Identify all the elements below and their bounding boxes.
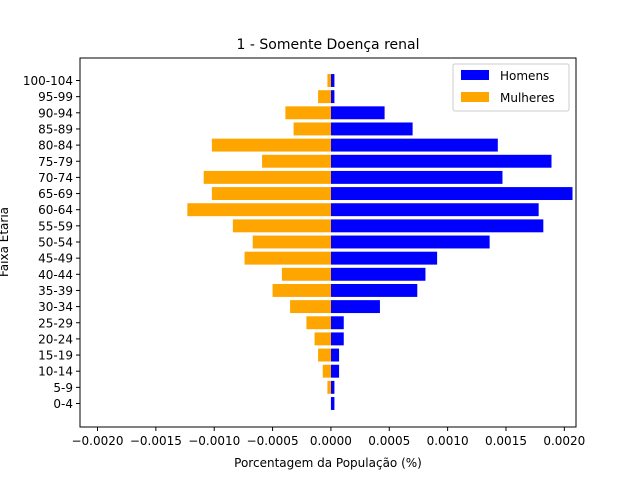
bar-mulheres-85-89 — [293, 122, 331, 136]
y-tick-label: 100-104 — [23, 74, 73, 88]
y-tick-label: 40-44 — [38, 268, 73, 282]
y-tick-label: 5-9 — [53, 381, 73, 395]
legend-swatch-homens — [461, 70, 489, 80]
y-tick-label: 85-89 — [38, 122, 73, 136]
x-axis: −0.0020 −0.0015 −0.0010 −0.0005 0.0000 0.0005… — [71, 427, 585, 448]
bar-homens-25-29 — [330, 316, 344, 330]
bar-mulheres-40-44 — [281, 267, 331, 281]
bar-mulheres-15-19 — [318, 348, 331, 362]
bar-homens-5-9 — [330, 380, 335, 394]
bar-homens-85-89 — [330, 122, 413, 136]
bar-mulheres-25-29 — [306, 316, 331, 330]
y-tick-label: 30-34 — [38, 300, 73, 314]
y-tick-label: 50-54 — [38, 236, 73, 250]
bar-homens-45-49 — [330, 251, 438, 265]
bar-homens-35-39 — [330, 283, 418, 297]
x-axis-label: Porcentagem da População (%) — [234, 456, 422, 470]
bar-homens-65-69 — [330, 187, 573, 201]
bar-mulheres-60-64 — [187, 203, 331, 217]
y-tick-label: 0-4 — [53, 397, 73, 411]
bar-homens-75-79 — [330, 154, 552, 168]
legend: Homens Mulheres — [452, 63, 570, 112]
y-tick-label: 75-79 — [38, 155, 73, 169]
bars-layer — [187, 74, 573, 410]
y-tick-label: 45-49 — [38, 252, 73, 266]
y-axis: 0-4 5-9 10-14 15-19 20-24 25-29 30-34 35-39 40-4… — [23, 74, 80, 411]
bar-mulheres-35-39 — [272, 283, 331, 297]
bar-homens-60-64 — [330, 203, 539, 217]
x-tick-label: −0.0020 — [71, 434, 123, 448]
x-tick-label: 0.0020 — [543, 434, 585, 448]
x-tick-label: 0.0000 — [310, 434, 352, 448]
y-tick-label: 35-39 — [38, 284, 73, 298]
bar-homens-15-19 — [330, 348, 340, 362]
bar-homens-20-24 — [330, 332, 344, 346]
x-tick-label: −0.0010 — [188, 434, 240, 448]
bar-homens-55-59 — [330, 219, 544, 233]
bar-homens-40-44 — [330, 267, 426, 281]
y-tick-label: 20-24 — [38, 332, 73, 346]
y-tick-label: 70-74 — [38, 171, 73, 185]
bar-mulheres-50-54 — [252, 235, 331, 249]
x-tick-label: −0.0005 — [247, 434, 299, 448]
y-tick-label: 80-84 — [38, 139, 73, 153]
bar-homens-10-14 — [330, 364, 340, 378]
bar-mulheres-5-9 — [327, 380, 331, 394]
y-tick-label: 55-59 — [38, 219, 73, 233]
bar-homens-0-4 — [330, 397, 335, 410]
y-tick-label: 10-14 — [38, 365, 73, 379]
bar-mulheres-45-49 — [244, 251, 331, 265]
y-tick-label: 25-29 — [38, 316, 73, 330]
bar-mulheres-90-94 — [285, 106, 331, 120]
y-tick-label: 95-99 — [38, 90, 73, 104]
bar-homens-80-84 — [330, 138, 498, 152]
bar-homens-30-34 — [330, 300, 380, 314]
x-tick-label: −0.0015 — [130, 434, 182, 448]
bar-mulheres-20-24 — [314, 332, 331, 346]
x-tick-label: 0.0015 — [485, 434, 527, 448]
y-tick-label: 15-19 — [38, 349, 73, 363]
bar-homens-50-54 — [330, 235, 490, 249]
x-tick-label: 0.0010 — [427, 434, 469, 448]
bar-mulheres-55-59 — [232, 219, 331, 233]
bar-homens-95-99 — [330, 90, 335, 104]
bar-homens-70-74 — [330, 170, 503, 184]
bar-mulheres-95-99 — [318, 90, 331, 104]
bar-homens-100-104 — [330, 74, 335, 87]
bar-mulheres-100-104 — [327, 74, 331, 87]
y-axis-label: Faixa Etária — [0, 207, 11, 277]
y-tick-label: 60-64 — [38, 203, 73, 217]
y-tick-label: 90-94 — [38, 106, 73, 120]
bar-mulheres-75-79 — [262, 154, 331, 168]
bar-mulheres-65-69 — [211, 187, 331, 201]
legend-label-homens: Homens — [500, 69, 549, 83]
bar-mulheres-80-84 — [211, 138, 331, 152]
bar-mulheres-30-34 — [290, 300, 331, 314]
bar-mulheres-10-14 — [322, 364, 331, 378]
legend-label-mulheres: Mulheres — [500, 91, 555, 105]
x-tick-label: 0.0005 — [368, 434, 410, 448]
chart-title: 1 - Somente Doença renal — [237, 37, 420, 53]
bar-mulheres-70-74 — [203, 170, 331, 184]
legend-swatch-mulheres — [461, 92, 489, 102]
y-tick-label: 65-69 — [38, 187, 73, 201]
bar-homens-90-94 — [330, 106, 385, 120]
